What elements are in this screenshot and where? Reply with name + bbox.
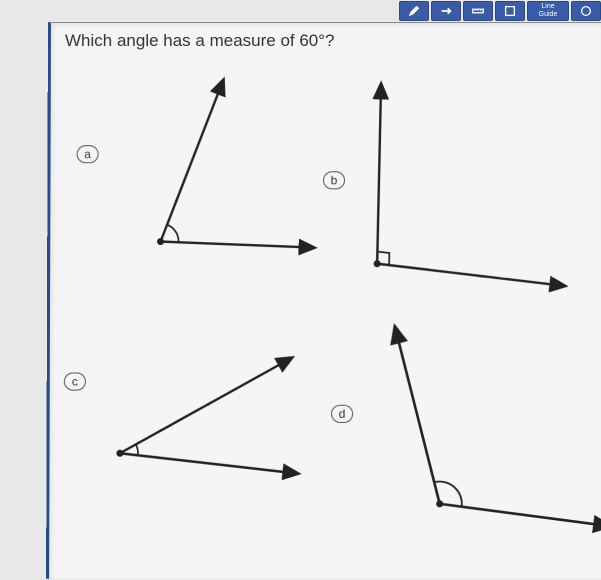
arrow-icon [439, 4, 453, 18]
guide-label-line2: Guide [539, 11, 558, 19]
shape-icon [503, 4, 517, 18]
line-guide-button[interactable]: Line Guide [527, 1, 569, 21]
guide-label-line1: Line [541, 3, 554, 11]
toolbar: Line Guide [399, 0, 601, 22]
toolbar-tool-5[interactable] [571, 1, 601, 21]
toolbar-tool-4[interactable] [495, 1, 525, 21]
toolbar-tool-2[interactable] [431, 1, 461, 21]
angles-diagram [49, 23, 601, 580]
toolbar-tool-1[interactable] [399, 1, 429, 21]
circle-icon [579, 4, 593, 18]
question-panel: Which angle has a measure of 60°? a b c … [46, 22, 601, 579]
toolbar-tool-3[interactable] [463, 1, 493, 21]
ruler-icon [471, 4, 485, 18]
pencil-icon [407, 4, 421, 18]
